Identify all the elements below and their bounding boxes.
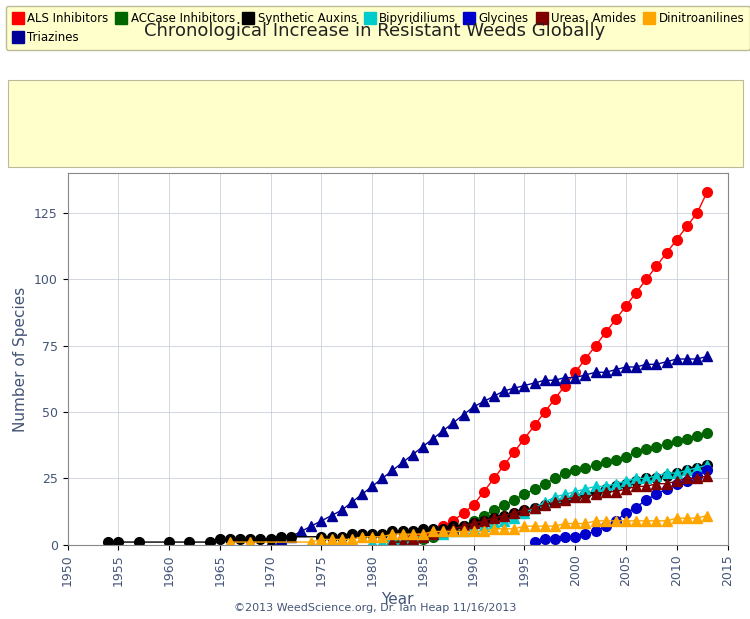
Y-axis label: Number of Species: Number of Species (13, 287, 28, 431)
Text: Chronological Increase in Resistant Weeds Globally: Chronological Increase in Resistant Weed… (144, 22, 606, 40)
X-axis label: Year: Year (381, 592, 414, 607)
Legend: ALS Inhibitors, Triazines, ACCase Inhibitors, Synthetic Auxins, Bipyridiliums, G: ALS Inhibitors, Triazines, ACCase Inhibi… (6, 6, 750, 50)
FancyBboxPatch shape (8, 80, 742, 167)
Text: ©2013 WeedScience.org, Dr. Ian Heap 11/16/2013: ©2013 WeedScience.org, Dr. Ian Heap 11/1… (234, 603, 516, 613)
